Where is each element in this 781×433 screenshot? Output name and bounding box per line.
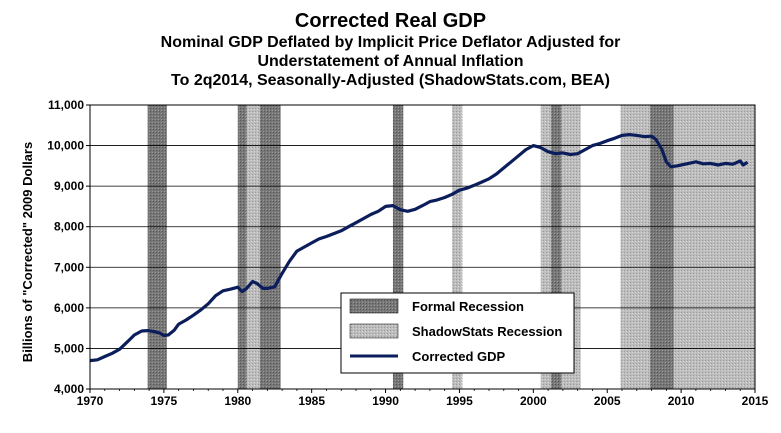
x-tick-label: 1985 [298,394,325,408]
legend-swatch-shadowstats-recession [349,323,399,339]
y-axis-label: Billions of "Corrected" 2009 Dollars [20,142,35,362]
formal-recession-band [650,105,674,389]
shadowstats-recession-band [452,105,463,389]
chart-title: Corrected Real GDP [294,10,487,32]
shadowstats-recession-band [620,105,651,389]
x-tick-label: 2000 [520,394,547,408]
formal-recession-band [392,105,404,389]
formal-recession-band [147,105,167,389]
series-line-corrected-gdp [89,133,749,363]
legend-swatch-formal-recession [349,298,399,314]
chart-subtitle-1: Nominal GDP Deflated by Implicit Price D… [160,34,621,51]
x-tick-label: 1980 [224,394,251,408]
formal-recession-band [259,105,281,389]
chart-subtitle-3: To 2q2014, Seasonally-Adjusted (ShadowSt… [171,72,610,89]
y-tick-label: 4,000 [54,382,84,396]
x-tick-label: 2005 [594,394,621,408]
chart-title-block: Corrected Real GDP Nominal GDP Deflated … [0,0,781,90]
x-tick-label: 2010 [668,394,695,408]
x-tick-label: 1975 [151,394,178,408]
x-tick-label: 2015 [742,394,769,408]
y-tick-label: 9,000 [54,179,84,193]
shadowstats-recession-band [540,105,552,389]
formal-recession-band [551,105,562,389]
y-tick-label: 10,000 [47,139,84,153]
legend: Formal Recession ShadowStats Recession C… [340,292,575,374]
y-tick-label: 5,000 [54,341,84,355]
y-tick-label: 8,000 [54,220,84,234]
formal-recession-band [237,105,247,389]
y-tick-label: 7,000 [54,260,84,274]
legend-label-shadowstats-recession: ShadowStats Recession [412,324,562,339]
shadowstats-recession-band [246,105,260,389]
y-tick-label: 6,000 [54,301,84,315]
x-tick-label: 1970 [77,394,104,408]
shadowstats-recession-band [673,105,755,389]
y-tick-label: 11,000 [48,98,84,112]
plot-area-border [89,104,756,390]
chart-subtitle-2: Understatement of Annual Inflation [257,53,524,70]
x-tick-label: 1990 [372,394,399,408]
x-tick-label: 1995 [446,394,473,408]
legend-label-corrected-gdp: Corrected GDP [412,349,506,364]
legend-label-formal-recession: Formal Recession [412,299,524,314]
